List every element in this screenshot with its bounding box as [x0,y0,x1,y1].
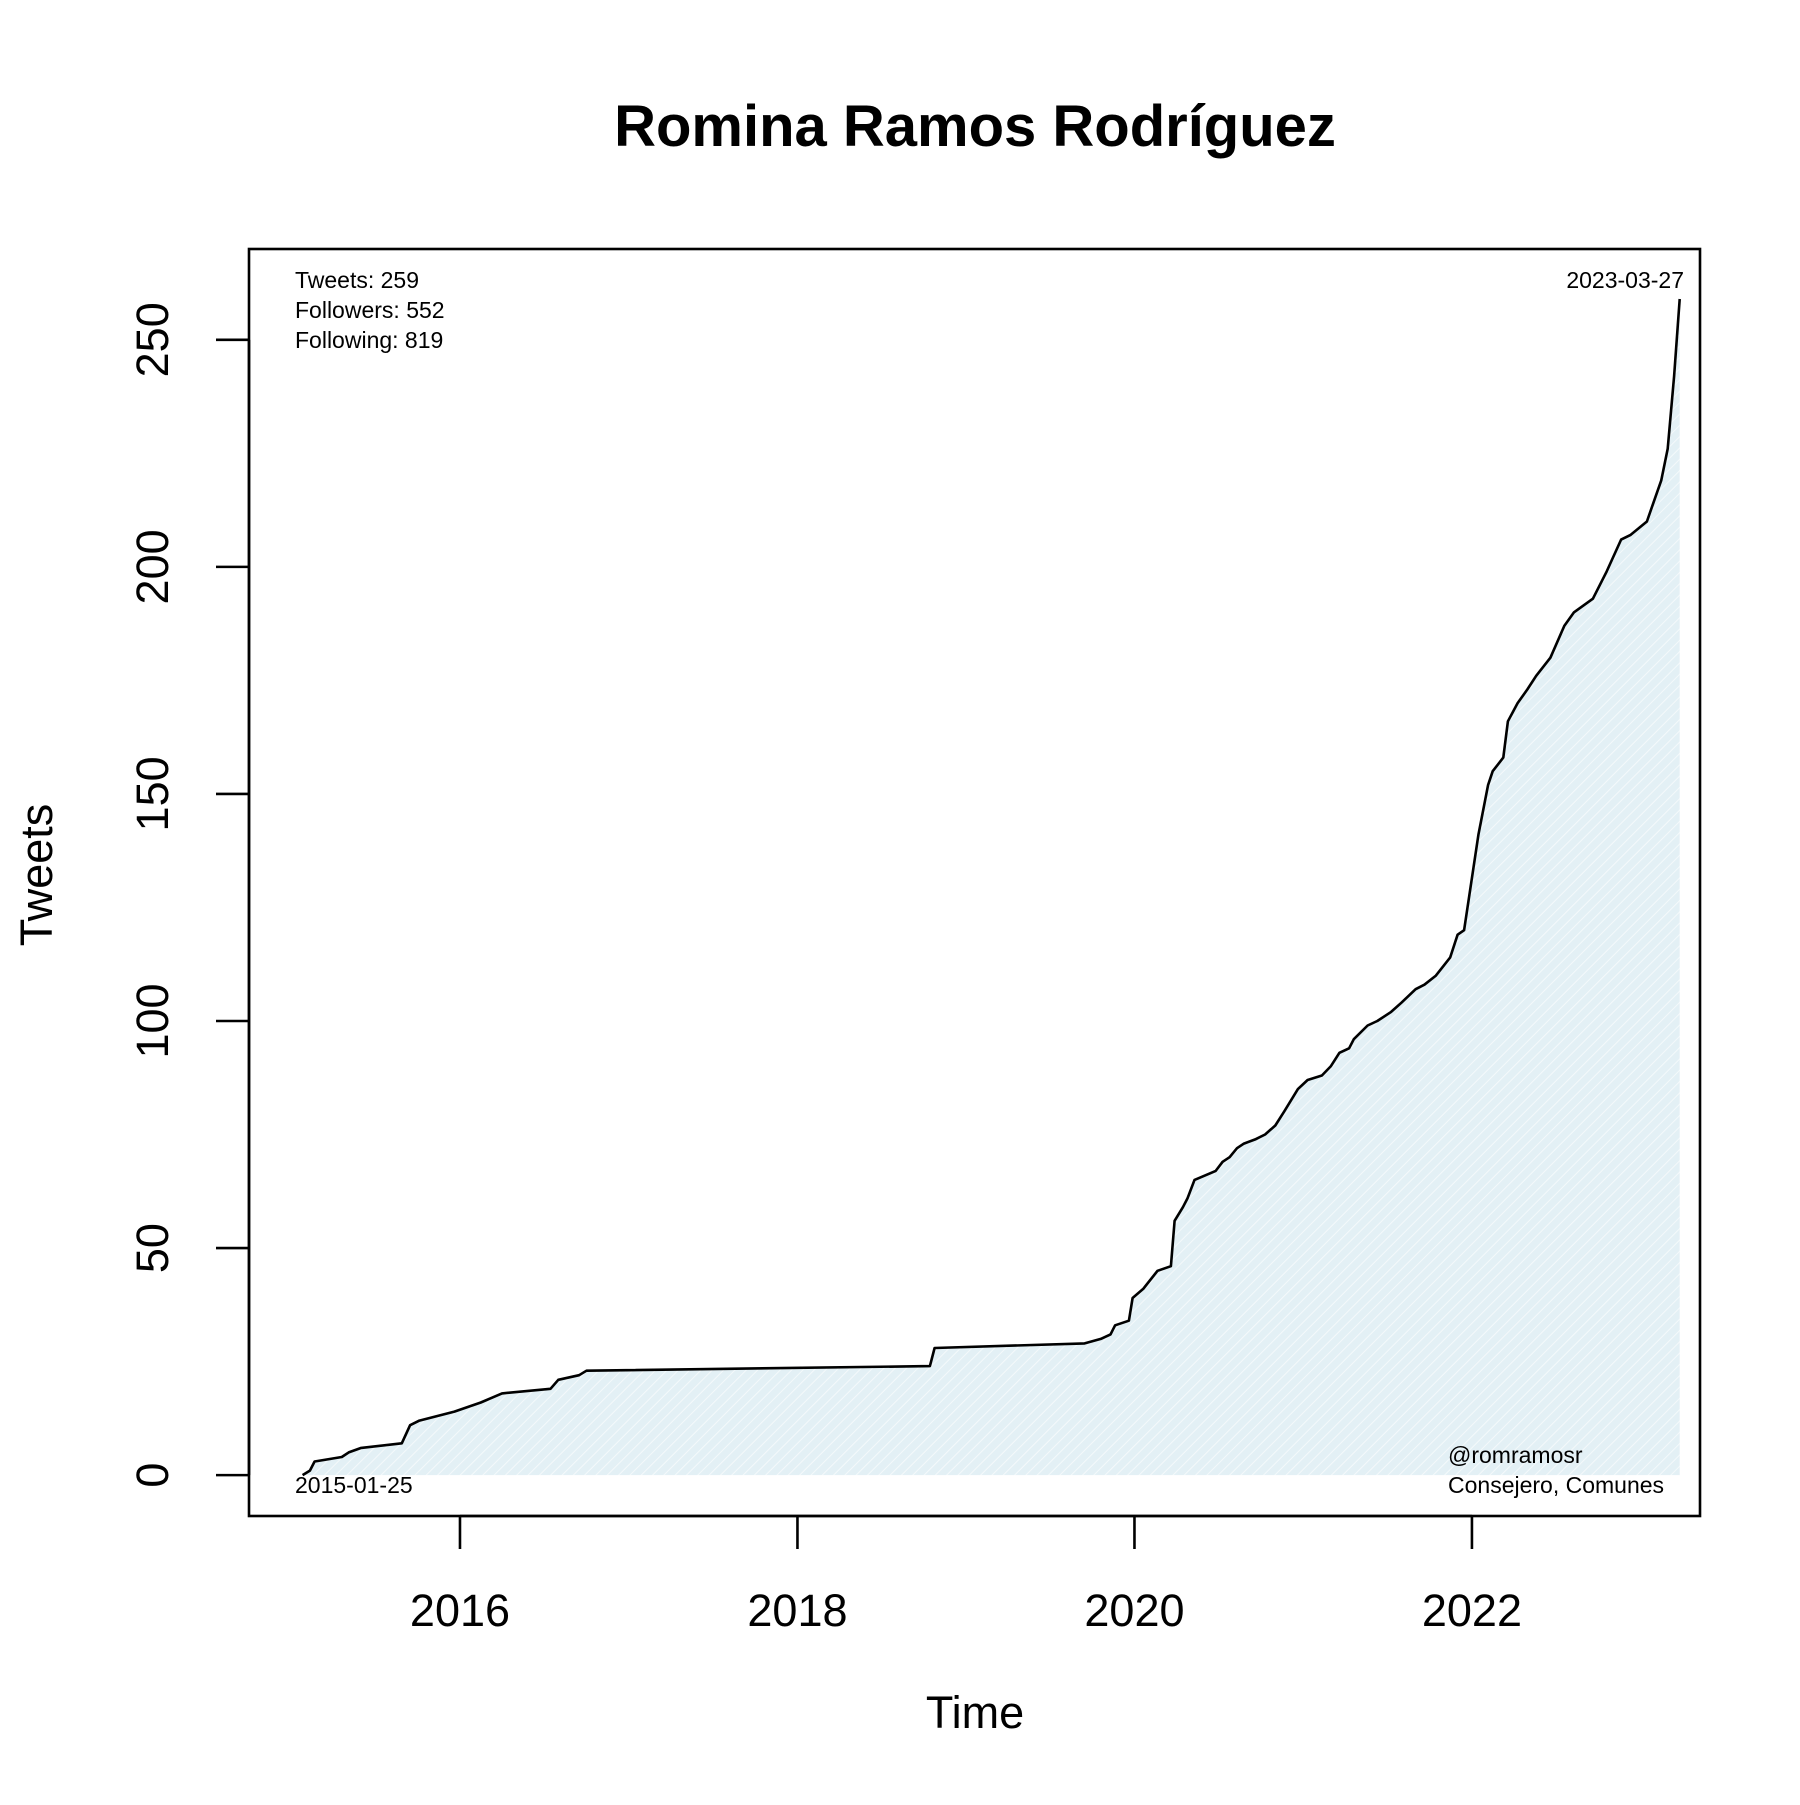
x-tick-label-2016: 2016 [410,1585,510,1636]
end-date-label: 2023-03-27 [1566,267,1684,293]
x-tick-label-2022: 2022 [1422,1585,1522,1636]
footer-role: Consejero, Comunes [1448,1472,1664,1498]
chart-title: Romina Ramos Rodríguez [614,94,1336,159]
y-tick-label-50: 50 [127,1223,178,1273]
plot-area: 2016 2018 2020 2022 0 50 100 150 200 250 [127,247,1702,1636]
x-axis-label: Time [926,1687,1024,1738]
y-tick-label-0: 0 [127,1463,178,1488]
series-line [301,298,1681,1477]
x-tick-label-2018: 2018 [747,1585,847,1636]
start-date-label: 2015-01-25 [295,1472,413,1498]
y-tick-label-250: 250 [127,302,178,377]
stat-followers: Followers: 552 [295,297,445,323]
stat-following: Following: 819 [295,327,443,353]
y-tick-label-150: 150 [127,756,178,831]
y-tick-label-100: 100 [127,983,178,1058]
stat-tweets: Tweets: 259 [295,267,419,293]
y-axis-label: Tweets [11,804,62,947]
footer-handle: @romramosr [1448,1442,1583,1468]
series-area [302,299,1680,1476]
x-tick-label-2020: 2020 [1084,1585,1184,1636]
y-tick-label-200: 200 [127,529,178,604]
